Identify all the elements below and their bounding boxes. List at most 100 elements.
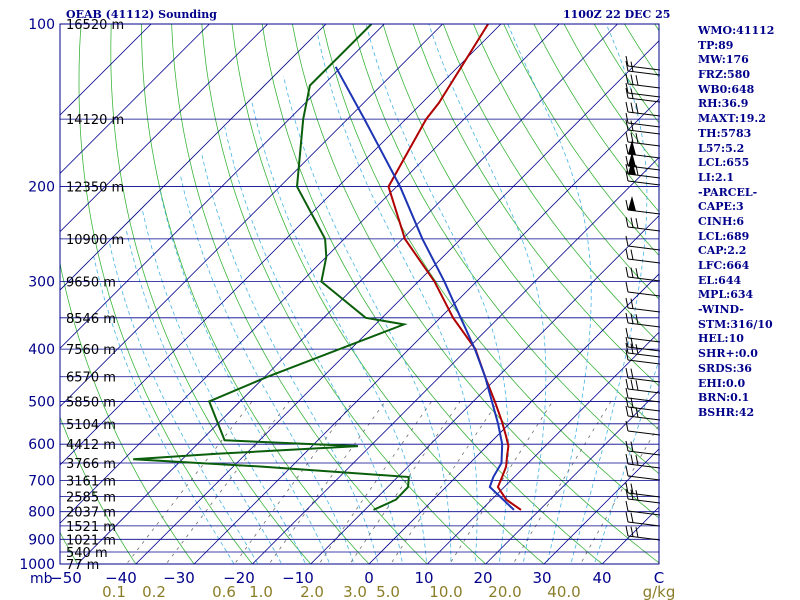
dry-adiabat xyxy=(412,24,659,387)
barb-feather xyxy=(630,343,634,354)
dry-adiabat xyxy=(110,24,312,564)
barb-feather xyxy=(625,396,629,408)
barb-staff xyxy=(627,498,661,504)
height-label: 540 m xyxy=(66,546,108,561)
wind-barb xyxy=(625,235,661,251)
barb-feather xyxy=(625,525,629,537)
barb-staff xyxy=(627,153,661,159)
barb-staff xyxy=(627,535,661,541)
temperature-tick: −40 xyxy=(105,569,137,587)
barb-feather xyxy=(625,101,629,113)
barb-staff xyxy=(627,129,661,135)
index-item: EHI:0.0 xyxy=(698,376,746,390)
series-temperature xyxy=(387,24,522,511)
barb-feather xyxy=(625,488,629,500)
pressure-tick: 500 xyxy=(28,394,55,410)
mixing-ratio-tick: 2.0 xyxy=(300,583,324,600)
wind-barb xyxy=(625,342,661,358)
indices-panel: WMO:41112 TP:89 MW:176 FRZ:580 WB0:648 RH:36.… xyxy=(698,24,798,421)
temperature-tick: −30 xyxy=(163,569,195,587)
barb-staff xyxy=(627,346,661,352)
barb-feather xyxy=(625,170,629,182)
pressure-tick: 200 xyxy=(28,180,55,196)
barb-pennant xyxy=(628,152,636,167)
barb-staff xyxy=(627,258,661,264)
barb-feather xyxy=(625,440,629,452)
isotherm xyxy=(485,390,659,564)
barb-feather xyxy=(625,112,629,124)
barb-staff xyxy=(627,377,661,383)
barb-feather xyxy=(625,87,629,99)
barb-feather xyxy=(625,405,629,417)
isotherm xyxy=(60,24,385,349)
wind-barb xyxy=(625,378,661,394)
dry-adiabat xyxy=(231,24,545,564)
wind-barb xyxy=(625,453,661,469)
barb-feather xyxy=(630,441,634,452)
barb-feather xyxy=(625,155,629,167)
barb-staff xyxy=(627,173,661,179)
wind-barb xyxy=(625,131,661,147)
wind-barb xyxy=(625,349,661,365)
barb-feather xyxy=(630,120,634,131)
height-label: 10900 m xyxy=(66,233,124,248)
pressure-tick: 300 xyxy=(28,275,55,291)
index-item: LCL:655 xyxy=(698,156,750,170)
height-label: 8546 m xyxy=(66,312,116,327)
barb-feather xyxy=(635,344,639,355)
mixing-ratio-tick: 10.0 xyxy=(429,583,462,600)
dry-adiabat xyxy=(322,24,659,519)
barb-feather xyxy=(635,455,639,466)
wind-barb xyxy=(625,266,661,282)
isotherm xyxy=(310,215,659,564)
dry-adiabat xyxy=(382,24,659,431)
height-label: 4412 m xyxy=(66,438,116,453)
mixing-ratio-tick: 20.0 xyxy=(488,583,521,600)
temperature-tick: −10 xyxy=(282,569,314,587)
dry-adiabat xyxy=(60,531,78,564)
wind-barb xyxy=(625,500,661,516)
barb-feather xyxy=(625,367,629,379)
barb-feather xyxy=(625,342,629,354)
index-item: L57:5.2 xyxy=(698,141,745,155)
barb-pennant xyxy=(628,160,636,175)
barb-feather xyxy=(625,131,629,143)
index-item: FRZ:580 xyxy=(698,68,751,82)
index-item: CAP:2.2 xyxy=(698,244,747,258)
barb-staff xyxy=(627,337,661,343)
pressure-tick: 800 xyxy=(28,505,55,521)
barb-feather xyxy=(625,119,629,131)
moist-adiabat xyxy=(428,24,547,564)
wind-barb xyxy=(625,405,661,421)
barb-staff xyxy=(627,475,661,481)
mixing-ratio-tick: 0.2 xyxy=(142,583,166,600)
barb-feather xyxy=(630,397,634,408)
barb-feather xyxy=(625,143,629,155)
barb-feather xyxy=(625,420,629,432)
dry-adiabat xyxy=(78,24,253,564)
index-item: BRN:0.1 xyxy=(698,391,750,405)
wind-barb xyxy=(625,82,661,98)
barb-feather xyxy=(635,407,639,418)
isotherm xyxy=(60,24,443,408)
barb-feather xyxy=(625,378,629,390)
pressure-tick: 600 xyxy=(28,437,55,453)
mixing-ratio-tick: 40.0 xyxy=(547,583,580,600)
temperature-tick: 20 xyxy=(473,569,492,587)
isotherm xyxy=(77,24,618,564)
height-label: 12350 m xyxy=(66,181,124,196)
barb-feather xyxy=(625,73,629,85)
mixing-ratio-line xyxy=(268,401,386,564)
barb-feather xyxy=(625,500,629,512)
dry-adiabat xyxy=(503,24,659,256)
wind-barb xyxy=(625,327,661,343)
height-label: 9650 m xyxy=(66,276,116,291)
dry-adiabat xyxy=(201,24,487,564)
barb-feather xyxy=(635,268,639,279)
barb-feather xyxy=(625,297,629,309)
barb-feather xyxy=(635,380,639,391)
barb-feather xyxy=(630,61,634,72)
moist-adiabat xyxy=(593,358,659,564)
wind-barbs xyxy=(625,55,661,541)
